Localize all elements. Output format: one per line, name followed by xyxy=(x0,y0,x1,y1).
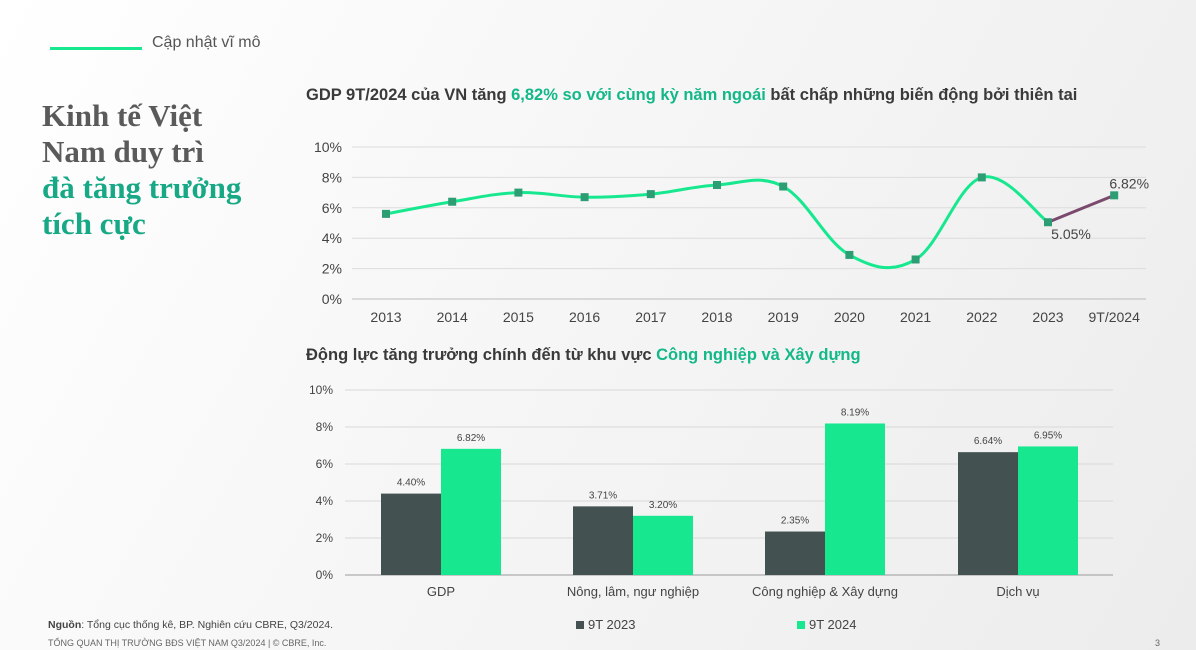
bar-chart-data-label: 3.71% xyxy=(589,490,617,501)
bar-chart-title-part1: Động lực tăng trưởng chính đến từ khu vự… xyxy=(306,346,657,364)
line-chart-point xyxy=(779,182,788,191)
headline-line-3: đà tăng trưởng xyxy=(42,170,242,205)
line-chart-title-part2: bất chấp những biến động bởi thiên tai xyxy=(765,86,1078,104)
line-chart-x-tick: 9T/2024 xyxy=(1089,309,1141,325)
bar-chart-x-tick: Công nghiệp & Xây dựng xyxy=(752,584,898,599)
line-chart-point xyxy=(448,197,457,206)
line-chart-point xyxy=(382,209,390,218)
headline-line-1: Kinh tế Việt xyxy=(42,98,203,133)
line-chart-data-label: 6.82% xyxy=(1109,175,1149,191)
line-chart-point xyxy=(1044,218,1052,227)
headline-line-4: tích cực xyxy=(42,206,146,241)
bar-chart-x-tick: GDP xyxy=(427,584,455,599)
bar-chart-data-label: 6.95% xyxy=(1034,430,1062,441)
section-label: Cập nhật vĩ mô xyxy=(152,34,261,51)
bar-chart-data-label: 6.82% xyxy=(457,433,485,444)
line-chart-series-line xyxy=(385,175,1049,270)
line-chart-title: GDP 9T/2024 của VN tăng 6,82% so với cùn… xyxy=(306,86,1077,105)
legend-item-9t-2023: 9T 2023 xyxy=(576,617,635,632)
line-chart-point xyxy=(713,181,721,189)
line-chart-x-tick: 2019 xyxy=(768,309,799,325)
bar-chart-title: Động lực tăng trưởng chính đến từ khu vự… xyxy=(306,346,861,365)
line-chart-y-tick: 0% xyxy=(322,291,342,307)
legend-label-9t-2024: 9T 2024 xyxy=(809,617,857,632)
bar-chart-title-highlight: Công nghiệp và Xây dựng xyxy=(656,346,861,364)
bar-chart-bar xyxy=(825,423,885,575)
bar-chart-y-tick: 0% xyxy=(316,568,334,582)
line-chart-point xyxy=(514,188,523,197)
line-chart-point xyxy=(845,250,854,259)
bar-chart-y-tick: 6% xyxy=(316,457,334,471)
section-accent-line xyxy=(50,47,142,50)
bar-chart-data-label: 2.35% xyxy=(781,516,809,527)
line-chart-y-tick: 4% xyxy=(322,230,342,246)
bar-chart-bar xyxy=(441,448,501,575)
line-chart-x-tick: 2015 xyxy=(503,309,534,325)
line-chart-series-line-latest xyxy=(1047,193,1115,224)
headline: Kinh tế Việt Nam duy trì đà tăng trưởng … xyxy=(42,98,282,242)
line-chart-x-tick: 2022 xyxy=(966,309,997,325)
bar-chart-y-tick: 2% xyxy=(316,531,334,545)
line-chart-y-tick: 10% xyxy=(314,139,342,155)
line-chart-x-tick: 2018 xyxy=(701,309,732,325)
line-chart-y-tick: 6% xyxy=(322,200,342,216)
line-chart-title-highlight: 6,82% so với cùng kỳ năm ngoái xyxy=(511,86,766,104)
legend-label-9t-2023: 9T 2023 xyxy=(588,617,636,632)
legend-swatch-dark xyxy=(576,620,584,629)
line-chart-x-tick: 2013 xyxy=(370,309,401,325)
line-chart-title-part1: GDP 9T/2024 của VN tăng xyxy=(306,86,512,104)
bar-chart-y-tick: 4% xyxy=(316,494,334,508)
bar-chart-x-tick: Dịch vụ xyxy=(996,584,1039,599)
line-chart-point xyxy=(977,173,986,182)
line-chart-x-tick: 2020 xyxy=(834,309,865,325)
line-chart-x-tick: 2016 xyxy=(569,309,600,325)
line-chart-x-tick: 2017 xyxy=(635,309,666,325)
footer-text: TỔNG QUAN THỊ TRƯỜNG BĐS VIỆT NAM Q3/202… xyxy=(48,638,327,648)
line-chart-x-tick: 2023 xyxy=(1032,309,1063,325)
bar-chart-data-label: 3.20% xyxy=(649,500,677,511)
bar-chart-x-tick: Nông, lâm, ngư nghiệp xyxy=(567,584,699,599)
legend-swatch-green xyxy=(797,620,805,629)
bar-chart-y-tick: 8% xyxy=(316,420,334,434)
bar-chart-data-label: 8.19% xyxy=(841,407,869,418)
bar-chart-bar xyxy=(573,506,633,575)
line-chart-data-label: 5.05% xyxy=(1051,226,1091,242)
line-chart-y-tick: 8% xyxy=(322,169,342,185)
legend-item-9t-2024: 9T 2024 xyxy=(797,617,856,632)
bar-chart-bar xyxy=(958,452,1018,575)
line-chart-point xyxy=(646,190,655,199)
headline-line-2: Nam duy trì xyxy=(42,134,204,169)
bar-chart-data-label: 6.64% xyxy=(974,436,1002,447)
line-chart-point xyxy=(911,255,920,264)
source-label: Nguồn xyxy=(48,619,82,631)
bar-chart-y-tick: 10% xyxy=(309,383,333,397)
source-text: : Tổng cục thống kê, BP. Nghiên cứu CBRE… xyxy=(81,619,334,631)
line-chart-point xyxy=(580,193,589,202)
bar-chart-bar xyxy=(1018,446,1078,575)
line-chart-y-tick: 2% xyxy=(322,261,342,277)
bar-chart-bar xyxy=(765,531,825,575)
bar-chart-bar xyxy=(633,515,693,575)
bar-chart-data-label: 4.40% xyxy=(397,478,425,489)
source-note: Nguồn: Tổng cục thống kê, BP. Nghiên cứu… xyxy=(48,619,333,631)
page-number: 3 xyxy=(1155,638,1161,648)
bar-chart-bar xyxy=(381,493,441,575)
line-chart-point xyxy=(1110,191,1119,200)
line-chart-x-tick: 2014 xyxy=(437,309,468,325)
line-chart-x-tick: 2021 xyxy=(900,309,931,325)
